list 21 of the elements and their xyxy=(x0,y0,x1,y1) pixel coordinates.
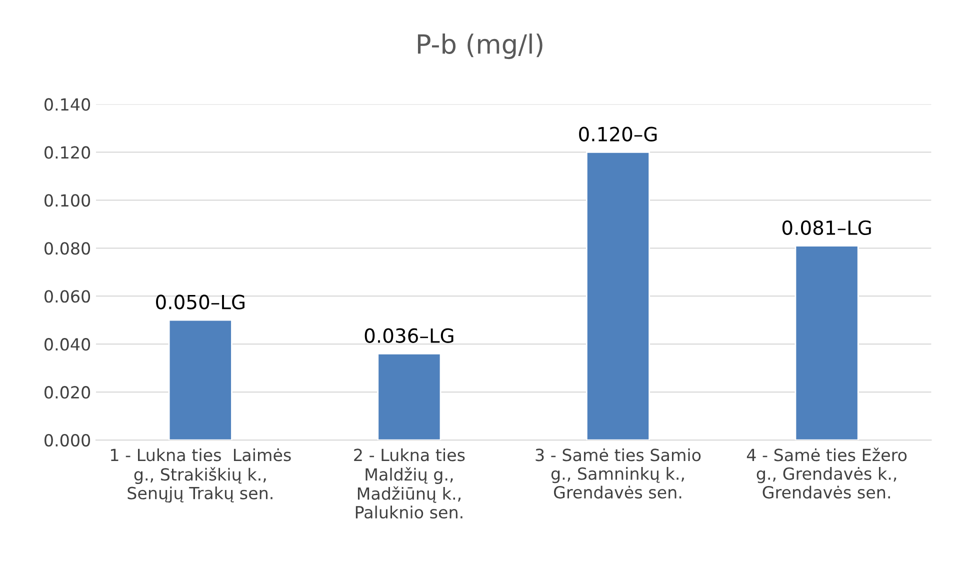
y-tick-label: 0.060 xyxy=(44,290,90,303)
bar xyxy=(586,152,650,440)
y-tick-label: 0.140 xyxy=(44,98,90,111)
bar xyxy=(168,319,232,440)
y-tick-label: 0.000 xyxy=(44,434,90,447)
y-tick-label: 0.100 xyxy=(44,194,90,207)
x-tick-label: 2 - Lukna ties Maldžių g., Madžiūnų k., Paluknio sen. xyxy=(354,448,465,519)
y-tick-label: 0.040 xyxy=(44,338,90,351)
data-label: 0.120–G xyxy=(579,126,657,142)
y-tick-label: 0.120 xyxy=(44,146,90,159)
x-tick-label: 4 - Samė ties Ežero g., Grendavės k., Grendavės sen. xyxy=(746,448,907,499)
data-label: 0.036–LG xyxy=(364,328,454,343)
data-label: 0.081–LG xyxy=(782,220,871,236)
chart-title: P-b (mg/l) xyxy=(418,34,542,60)
data-label: 0.050–LG xyxy=(156,294,244,310)
y-tick-label: 0.020 xyxy=(44,386,90,399)
y-tick-label: 0.080 xyxy=(44,242,90,255)
x-tick-label: 1 - Lukna ties Laimės g., Strakiškių k., Senųjų Trakų sen. xyxy=(110,448,291,503)
bar xyxy=(377,352,442,440)
x-tick-label: 3 - Samė ties Samio g., Samninkų k., Grendavės sen. xyxy=(536,448,701,499)
bar xyxy=(794,245,859,440)
